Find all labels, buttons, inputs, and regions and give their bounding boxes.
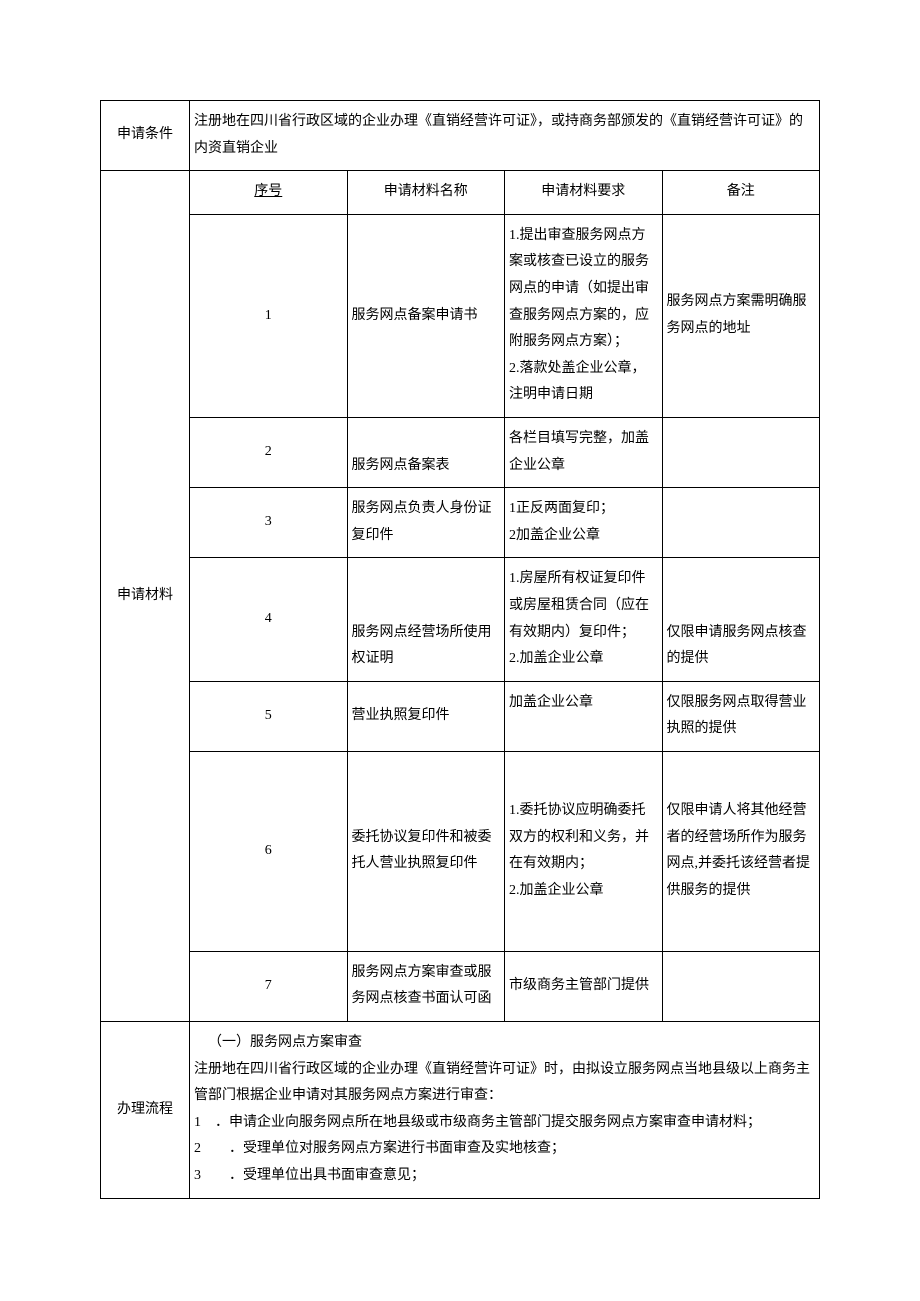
cell-note	[662, 417, 820, 487]
cell-req: 加盖企业公章	[505, 681, 663, 751]
conditions-row: 申请条件 注册地在四川省行政区域的企业办理《直销经营许可证》，或持商务部颁发的《…	[101, 101, 820, 171]
cell-seq: 3	[190, 488, 348, 558]
cell-seq: 6	[190, 751, 348, 951]
process-heading: （一）服务网点方案审查	[194, 1030, 815, 1057]
cell-req: 各栏目填写完整，加盖企业公章	[505, 417, 663, 487]
cell-seq: 2	[190, 417, 348, 487]
label-conditions: 申请条件	[101, 101, 190, 171]
table-row: 7 服务网点方案审查或服务网点核查书面认可函 市级商务主管部门提供	[101, 951, 820, 1021]
cell-name: 服务网点备案表	[347, 417, 505, 487]
header-name: 申请材料名称	[347, 171, 505, 215]
cell-seq: 1	[190, 214, 348, 417]
cell-seq: 4	[190, 558, 348, 681]
cell-name: 服务网点负责人身份证复印件	[347, 488, 505, 558]
process-intro: 注册地在四川省行政区域的企业办理《直销经营许可证》时，由拟设立服务网点当地县级以…	[194, 1057, 815, 1110]
process-step: 2 ．受理单位对服务网点方案进行书面审查及实地核查；	[194, 1136, 815, 1163]
label-process: 办理流程	[101, 1022, 190, 1199]
process-cell: （一）服务网点方案审查 注册地在四川省行政区域的企业办理《直销经营许可证》时，由…	[190, 1022, 820, 1199]
conditions-text: 注册地在四川省行政区域的企业办理《直销经营许可证》，或持商务部颁发的《直销经营许…	[190, 101, 820, 171]
label-materials: 申请材料	[101, 171, 190, 1022]
application-table: 申请条件 注册地在四川省行政区域的企业办理《直销经营许可证》，或持商务部颁发的《…	[100, 100, 820, 1199]
cell-req: 1.委托协议应明确委托双方的权利和义务，并在有效期内；2.加盖企业公章	[505, 751, 663, 951]
table-row: 1 服务网点备案申请书 1.提出审查服务网点方案或核查已设立的服务网点的申请（如…	[101, 214, 820, 417]
materials-header-row: 申请材料 序号 申请材料名称 申请材料要求 备注	[101, 171, 820, 215]
cell-req: 市级商务主管部门提供	[505, 951, 663, 1021]
cell-req: 1正反两面复印；2加盖企业公章	[505, 488, 663, 558]
cell-name: 营业执照复印件	[347, 681, 505, 751]
process-row: 办理流程 （一）服务网点方案审查 注册地在四川省行政区域的企业办理《直销经营许可…	[101, 1022, 820, 1199]
cell-req: 1.提出审查服务网点方案或核查已设立的服务网点的申请（如提出审查服务网点方案的，…	[505, 214, 663, 417]
cell-name: 服务网点方案审查或服务网点核查书面认可函	[347, 951, 505, 1021]
process-step: 1 ．申请企业向服务网点所在地县级或市级商务主管部门提交服务网点方案审查申请材料…	[194, 1110, 815, 1137]
cell-name: 服务网点备案申请书	[347, 214, 505, 417]
header-seq: 序号	[190, 171, 348, 215]
cell-name: 委托协议复印件和被委托人营业执照复印件	[347, 751, 505, 951]
table-row: 3 服务网点负责人身份证复印件 1正反两面复印；2加盖企业公章	[101, 488, 820, 558]
cell-note: 仅限申请人将其他经营者的经营场所作为服务网点,并委托该经营者提供服务的提供	[662, 751, 820, 951]
cell-note	[662, 488, 820, 558]
cell-name: 服务网点经营场所使用权证明	[347, 558, 505, 681]
cell-note	[662, 951, 820, 1021]
table-row: 5 营业执照复印件 加盖企业公章 仅限服务网点取得营业执照的提供	[101, 681, 820, 751]
table-row: 2 服务网点备案表 各栏目填写完整，加盖企业公章	[101, 417, 820, 487]
table-row: 6 委托协议复印件和被委托人营业执照复印件 1.委托协议应明确委托双方的权利和义…	[101, 751, 820, 951]
table-row: 4 服务网点经营场所使用权证明 1.房屋所有权证复印件或房屋租赁合同（应在有效期…	[101, 558, 820, 681]
cell-seq: 5	[190, 681, 348, 751]
cell-note: 仅限申请服务网点核查的提供	[662, 558, 820, 681]
process-step: 3 ．受理单位出具书面审查意见；	[194, 1163, 815, 1190]
header-req: 申请材料要求	[505, 171, 663, 215]
cell-note: 仅限服务网点取得营业执照的提供	[662, 681, 820, 751]
cell-seq: 7	[190, 951, 348, 1021]
cell-note: 服务网点方案需明确服务网点的地址	[662, 214, 820, 417]
cell-req: 1.房屋所有权证复印件或房屋租赁合同（应在有效期内）复印件；2.加盖企业公章	[505, 558, 663, 681]
header-note: 备注	[662, 171, 820, 215]
